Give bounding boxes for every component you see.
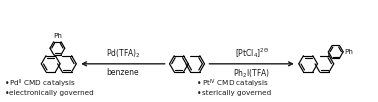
Text: •: •	[5, 89, 9, 98]
Text: Pd(TFA)$_2$: Pd(TFA)$_2$	[105, 47, 140, 60]
Text: •: •	[197, 79, 201, 88]
Text: •: •	[197, 89, 201, 98]
Text: [PtCl$_4$]$^{2\Theta}$: [PtCl$_4$]$^{2\Theta}$	[235, 46, 269, 60]
Text: sterically governed: sterically governed	[202, 90, 271, 96]
Text: Pd$^{\mathregular{II}}$ CMD catalysis: Pd$^{\mathregular{II}}$ CMD catalysis	[9, 77, 76, 90]
Text: benzene: benzene	[107, 68, 139, 77]
Text: Pt$^{\mathregular{IV}}$ CMD catalysis: Pt$^{\mathregular{IV}}$ CMD catalysis	[202, 77, 269, 90]
Text: Ph: Ph	[345, 49, 353, 55]
Text: Ph: Ph	[53, 33, 62, 39]
Text: Ph$_2$I(TFA): Ph$_2$I(TFA)	[233, 68, 270, 80]
Text: •: •	[5, 79, 9, 88]
Text: electronically governed: electronically governed	[9, 90, 94, 96]
